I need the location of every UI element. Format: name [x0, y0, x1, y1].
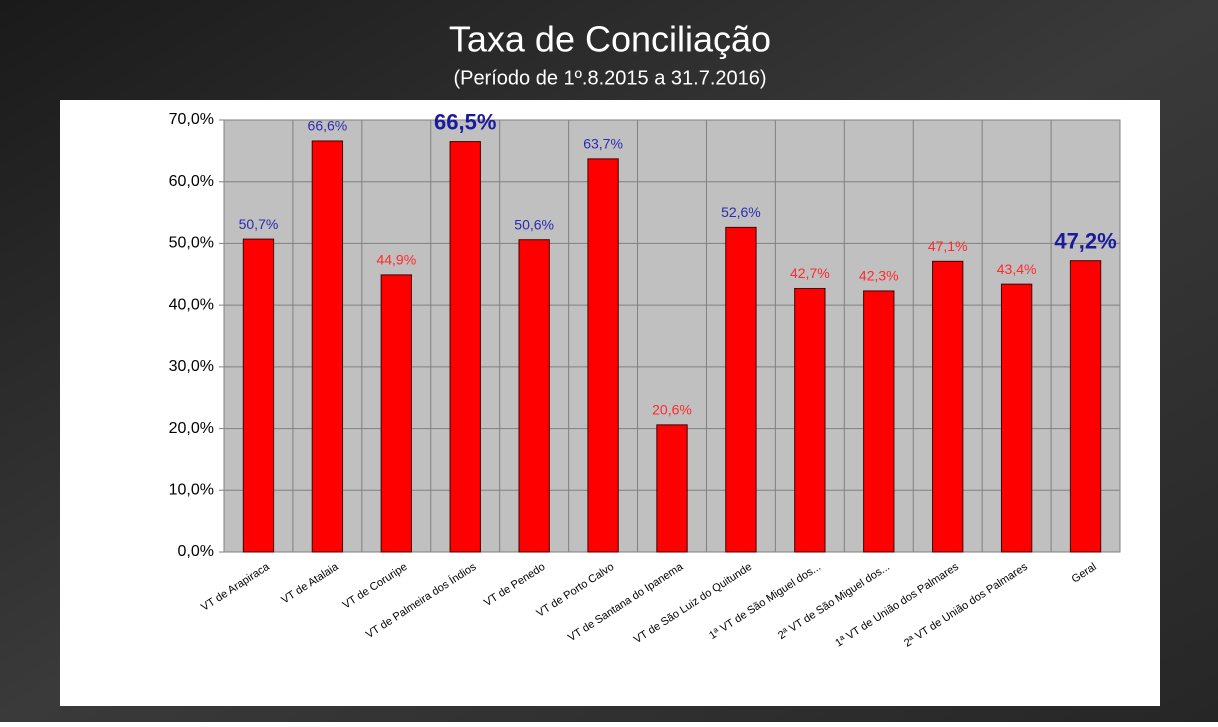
- chart-title: Taxa de Conciliação: [449, 19, 771, 60]
- y-tick-label: 50,0%: [169, 235, 214, 252]
- data-label: 50,6%: [514, 216, 554, 232]
- chart-subtitle: (Período de 1º.8.2015 a 31.7.2016): [453, 67, 766, 89]
- data-label: 47,2%: [1054, 229, 1116, 254]
- bar: [725, 226, 757, 553]
- data-label: 44,9%: [376, 252, 416, 268]
- bar: [380, 274, 412, 553]
- data-label: 66,5%: [434, 109, 496, 134]
- data-label: 47,1%: [928, 238, 968, 254]
- data-label: 50,7%: [239, 216, 279, 232]
- y-tick-label: 30,0%: [169, 358, 214, 375]
- data-label: 43,4%: [997, 261, 1037, 277]
- data-label: 42,3%: [859, 268, 899, 284]
- data-label: 52,6%: [721, 204, 761, 220]
- bar: [863, 290, 895, 553]
- bar: [518, 239, 550, 553]
- y-tick-label: 10,0%: [169, 482, 214, 499]
- data-label: 20,6%: [652, 402, 692, 418]
- bar: [932, 260, 964, 553]
- y-tick-label: 0,0%: [178, 543, 214, 560]
- y-tick-label: 40,0%: [169, 296, 214, 313]
- bar: [656, 424, 688, 553]
- data-label: 42,7%: [790, 265, 830, 281]
- y-tick-label: 60,0%: [169, 173, 214, 190]
- data-label: 66,6%: [308, 118, 348, 134]
- bar: [311, 140, 344, 553]
- data-label: 63,7%: [583, 136, 623, 152]
- bar: [1000, 283, 1033, 553]
- y-tick-label: 70,0%: [169, 111, 214, 128]
- y-tick-label: 20,0%: [169, 420, 214, 437]
- bar: [794, 287, 826, 553]
- bar: [242, 238, 275, 553]
- bar: [449, 141, 481, 553]
- bar: [587, 158, 619, 553]
- bar: [1069, 260, 1102, 553]
